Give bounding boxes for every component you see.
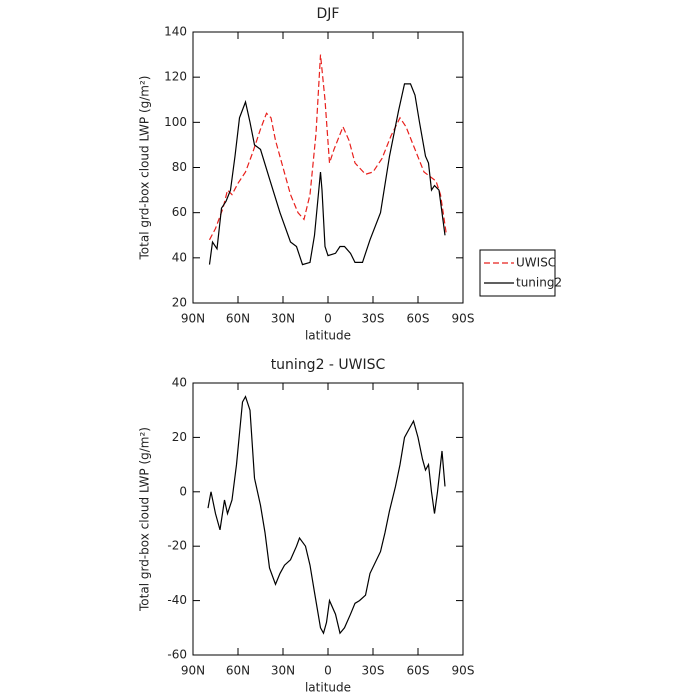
legend: UWISC tuning2 (479, 249, 562, 297)
y-tick-label: 0 (179, 484, 187, 498)
y-tick-label: 20 (172, 430, 187, 444)
x-tick-label: 0 (324, 664, 332, 678)
x-tick-label: 90S (452, 664, 475, 678)
y-tick-label: -20 (167, 539, 187, 553)
y-tick-label: 100 (164, 115, 187, 129)
legend-box (479, 249, 556, 297)
x-tick-label: 30S (362, 312, 385, 326)
data-line (208, 83, 446, 266)
x-axis-label: latitude (305, 681, 351, 695)
y-tick-label: 140 (164, 25, 187, 39)
y-tick-label: 80 (172, 160, 187, 174)
x-tick-label: 90N (181, 312, 205, 326)
chart-title: tuning2 - UWISC (271, 357, 386, 373)
x-tick-label: 30N (271, 312, 295, 326)
y-tick-label: -40 (167, 593, 187, 607)
x-tick-label: 30S (362, 664, 385, 678)
y-axis-label: Total grd-box cloud LWP (g/m²) (138, 76, 152, 261)
y-tick-label: 20 (172, 296, 187, 310)
y-tick-label: 60 (172, 205, 187, 219)
x-tick-label: 60S (407, 312, 430, 326)
data-line (208, 54, 448, 241)
legend-label: tuning2 (516, 276, 562, 290)
y-axis-label: Total grd-box cloud LWP (g/m²) (138, 427, 152, 612)
x-tick-label: 60S (407, 664, 430, 678)
x-tick-label: 0 (324, 312, 332, 326)
y-tick-label: 120 (164, 70, 187, 84)
chart-title: DJF (317, 6, 340, 22)
x-tick-label: 60N (226, 312, 250, 326)
x-axis-label: latitude (305, 329, 351, 343)
y-tick-label: -60 (167, 648, 187, 662)
x-tick-label: 30N (271, 664, 295, 678)
x-tick-label: 60N (226, 664, 250, 678)
x-tick-label: 90N (181, 664, 205, 678)
y-tick-label: 40 (172, 250, 187, 264)
data-line (207, 395, 446, 635)
y-tick-label: 40 (172, 376, 187, 390)
legend-label: UWISC (516, 256, 556, 270)
x-tick-label: 90S (452, 312, 475, 326)
